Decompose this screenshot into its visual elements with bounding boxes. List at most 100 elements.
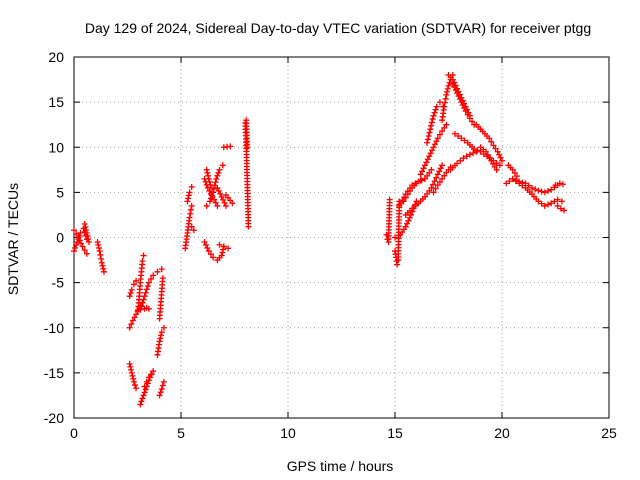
data-point [548, 186, 555, 193]
data-point [210, 189, 217, 196]
data-point [557, 205, 564, 212]
data-point [556, 180, 563, 187]
data-point [519, 182, 526, 189]
data-track [154, 324, 167, 358]
data-point [187, 210, 194, 217]
data-point [561, 207, 568, 214]
y-tick-label: 15 [48, 94, 64, 110]
y-tick-label: 10 [48, 139, 64, 155]
data-track [554, 202, 568, 214]
data-point [420, 165, 427, 172]
data-point [79, 243, 86, 250]
data-track [81, 220, 92, 246]
data-point [439, 128, 446, 135]
data-point [443, 121, 450, 128]
data-point [100, 265, 107, 272]
data-point [130, 281, 137, 288]
data-point [545, 188, 552, 195]
data-track [71, 227, 90, 257]
data-point [404, 191, 411, 198]
data-point [128, 369, 135, 376]
data-point [145, 279, 152, 286]
data-point [77, 229, 84, 236]
data-point [424, 156, 431, 163]
data-points [71, 72, 568, 408]
data-point [430, 112, 437, 119]
data-point [464, 111, 471, 118]
chart-title: Day 129 of 2024, Sidereal Day-to-day VTE… [85, 20, 591, 36]
data-point [130, 375, 137, 382]
data-point [429, 147, 436, 154]
data-point [145, 305, 152, 312]
data-point [212, 199, 219, 206]
data-point [75, 234, 82, 241]
data-point [207, 251, 214, 258]
data-point [210, 254, 217, 261]
data-point [428, 184, 435, 191]
data-point [454, 90, 461, 97]
data-point [214, 202, 221, 209]
data-point [441, 124, 448, 131]
data-point [486, 154, 493, 161]
data-point [538, 188, 545, 195]
data-point [456, 96, 463, 103]
data-point [424, 172, 431, 179]
data-point [186, 214, 193, 221]
data-point [141, 383, 148, 390]
data-point [140, 392, 147, 399]
data-point [139, 257, 146, 264]
data-point [437, 165, 444, 172]
data-point [73, 242, 80, 249]
data-point [245, 223, 252, 230]
x-tick-label: 0 [70, 425, 78, 441]
data-point [216, 241, 223, 248]
data-point [406, 214, 413, 221]
data-track [201, 239, 227, 264]
data-point [513, 173, 520, 180]
data-point [225, 245, 232, 252]
data-point [459, 102, 466, 109]
data-point [406, 188, 413, 195]
data-point [129, 317, 136, 324]
data-point [451, 84, 458, 91]
data-point [203, 166, 210, 173]
data-point [206, 198, 213, 205]
data-point [493, 160, 500, 167]
data-point [413, 180, 420, 187]
data-point [431, 141, 438, 148]
data-point [131, 382, 138, 389]
data-point [83, 250, 90, 257]
data-point [408, 211, 415, 218]
data-point [471, 146, 478, 153]
data-point [140, 296, 147, 303]
data-point [85, 239, 92, 246]
data-point [429, 116, 436, 123]
data-track [505, 162, 520, 180]
data-point [541, 189, 548, 196]
data-point [466, 115, 473, 122]
data-point [85, 236, 92, 243]
data-point [499, 157, 505, 164]
data-point [202, 242, 209, 249]
data-point [220, 243, 227, 250]
data-point [554, 202, 561, 209]
data-point [148, 371, 155, 378]
data-point [441, 103, 448, 110]
data-point [139, 299, 146, 306]
data-point [207, 181, 214, 188]
data-track [126, 360, 140, 392]
data-point [83, 229, 90, 236]
data-point [227, 143, 234, 150]
data-track [222, 192, 236, 207]
data-point [404, 220, 411, 227]
axis-ticks [73, 56, 610, 419]
x-axis-label: GPS time / hours [287, 458, 394, 474]
data-point [496, 162, 503, 169]
data-point [559, 181, 566, 188]
data-point [455, 93, 462, 100]
data-point [402, 194, 409, 201]
data-track [552, 180, 566, 189]
data-point [412, 202, 419, 209]
data-point [126, 360, 133, 367]
y-tick-label: 20 [48, 49, 64, 65]
